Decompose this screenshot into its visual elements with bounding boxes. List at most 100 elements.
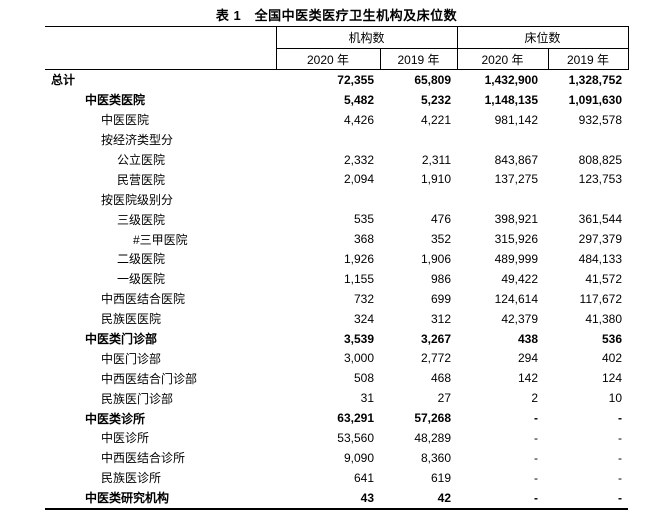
row-label: 按经济类型分 <box>101 133 174 148</box>
table-row: 中医诊所 53,560 48,289 - - <box>45 428 628 448</box>
table-row: 中西医结合诊所 9,090 8,360 - - <box>45 448 628 468</box>
row-label: 中西医结合诊所 <box>101 451 186 466</box>
cell-value: 981,142 <box>494 112 539 127</box>
row-label: 中医类诊所 <box>85 411 146 426</box>
cell-value: 536 <box>602 331 623 346</box>
row-label: 中西医结合医院 <box>101 292 186 307</box>
cell-value: - <box>534 430 539 445</box>
table-row: 按经济类型分 <box>45 130 628 150</box>
cell-value: 535 <box>353 212 374 227</box>
cell-value: 312 <box>430 311 452 326</box>
year-header-institutions-2019: 2019 年 <box>380 48 458 70</box>
cell-value <box>380 130 457 150</box>
row-label: 按医院级别分 <box>101 192 174 207</box>
cell-value: 10 <box>608 391 623 406</box>
row-label: 民营医院 <box>117 172 166 187</box>
row-label: 总计 <box>51 73 76 88</box>
table-body: 总计 72,355 65,809 1,432,900 1,328,752 中医类医院 5,4… <box>45 70 629 510</box>
table-row: 一级医院 1,155 986 49,422 41,572 <box>45 269 628 289</box>
cell-value: 48,289 <box>414 430 452 445</box>
cell-value: 808,825 <box>578 152 623 167</box>
cell-value: 27 <box>437 391 452 406</box>
cell-value: - <box>457 487 549 510</box>
year-header-beds-2020: 2020 年 <box>457 48 549 70</box>
cell-value: 438 <box>517 331 539 346</box>
cell-value: 315,926 <box>494 232 539 247</box>
cell-value: 123,753 <box>578 172 623 187</box>
cell-value: - <box>534 450 539 465</box>
year-header-institutions-2020: 2020 年 <box>276 48 381 70</box>
cell-value: 49,422 <box>501 271 539 286</box>
row-label: 民族医门诊部 <box>101 391 174 406</box>
cell-value: - <box>618 450 623 465</box>
cell-value: 63,291 <box>337 411 374 426</box>
cell-value: - <box>618 411 623 426</box>
cell-value: 352 <box>430 232 452 247</box>
row-label: 中医类研究机构 <box>45 487 276 510</box>
cell-value: 699 <box>430 291 452 306</box>
cell-value: 641 <box>353 470 374 485</box>
cell-value: 843,867 <box>494 152 539 167</box>
table-row: 中医类诊所 63,291 57,268 - - <box>45 408 628 428</box>
cell-value: 986 <box>430 271 452 286</box>
cell-value: 43 <box>276 487 380 510</box>
cell-value: 368 <box>353 232 374 247</box>
cell-value <box>548 130 628 150</box>
cell-value: - <box>548 487 629 510</box>
row-label-column-header <box>45 26 277 70</box>
cell-value: 324 <box>353 311 374 326</box>
year-header-beds-2019: 2019 年 <box>548 48 629 70</box>
cell-value: 42,379 <box>501 311 539 326</box>
cell-value: 932,578 <box>578 112 623 127</box>
table-row: 按医院级别分 <box>45 189 628 209</box>
cell-value: 402 <box>602 351 623 366</box>
cell-value <box>276 189 380 209</box>
cell-value: 1,910 <box>420 172 452 187</box>
cell-value: - <box>534 411 539 426</box>
row-label: 中医类门诊部 <box>85 332 158 347</box>
row-label: 一级医院 <box>117 272 166 287</box>
cell-value: 137,275 <box>494 172 539 187</box>
row-label: 公立医院 <box>117 153 166 167</box>
table-title: 表 1 全国中医类医疗卫生机构及床位数 <box>215 8 458 23</box>
cell-value: 619 <box>430 470 452 485</box>
row-label: 中医类医院 <box>85 93 146 108</box>
cell-value: 489,999 <box>494 251 539 266</box>
col-group-beds: 床位数 <box>457 26 629 49</box>
table-row: 中医类医院 5,482 5,232 1,148,135 1,091,630 <box>45 90 628 110</box>
table-row: 民族医诊所 641 619 - - <box>45 468 628 488</box>
table-row: 总计 72,355 65,809 1,432,900 1,328,752 <box>45 70 628 90</box>
cell-value: 41,572 <box>585 271 623 286</box>
table-header: 机构数 床位数 2020 年 2019 年 2020 年 2019 年 <box>45 26 629 70</box>
row-label: 民族医医院 <box>101 312 162 327</box>
cell-value: 1,091,630 <box>568 92 623 107</box>
cell-value: - <box>534 470 539 485</box>
cell-value: 2,094 <box>343 172 374 187</box>
cell-value: 3,267 <box>420 331 452 346</box>
table-row: 中医类研究机构 43 42- - <box>45 487 629 510</box>
table-row: 民族医门诊部 31 27 2 10 <box>45 388 628 408</box>
cell-value: 8,360 <box>420 450 452 465</box>
cell-value: 1,155 <box>343 271 374 286</box>
row-label: #三甲医院 <box>133 232 188 247</box>
cell-value: 732 <box>353 291 374 306</box>
cell-value: - <box>618 470 623 485</box>
row-label: 中医门诊部 <box>101 351 162 366</box>
header-group-row: 机构数 床位数 <box>45 26 629 70</box>
cell-value: 2,772 <box>420 351 452 366</box>
cell-value: 3,000 <box>343 351 374 366</box>
cell-value: 1,148,135 <box>484 92 539 107</box>
row-label: 中西医结合门诊部 <box>101 371 198 386</box>
row-label: 中医医院 <box>101 113 150 128</box>
table-row: 中医门诊部 3,000 2,772 294 402 <box>45 348 628 368</box>
cell-value: 142 <box>517 371 539 386</box>
cell-value: 2,311 <box>421 152 452 167</box>
row-label: 中医诊所 <box>101 431 150 446</box>
table-row: 中医类门诊部 3,539 3,267 438 536 <box>45 329 628 349</box>
cell-value: 124 <box>602 371 623 386</box>
cell-value: 53,560 <box>337 430 374 445</box>
cell-value: 1,328,752 <box>568 72 623 87</box>
cell-value: 2,332 <box>343 152 374 167</box>
cell-value <box>457 130 548 150</box>
